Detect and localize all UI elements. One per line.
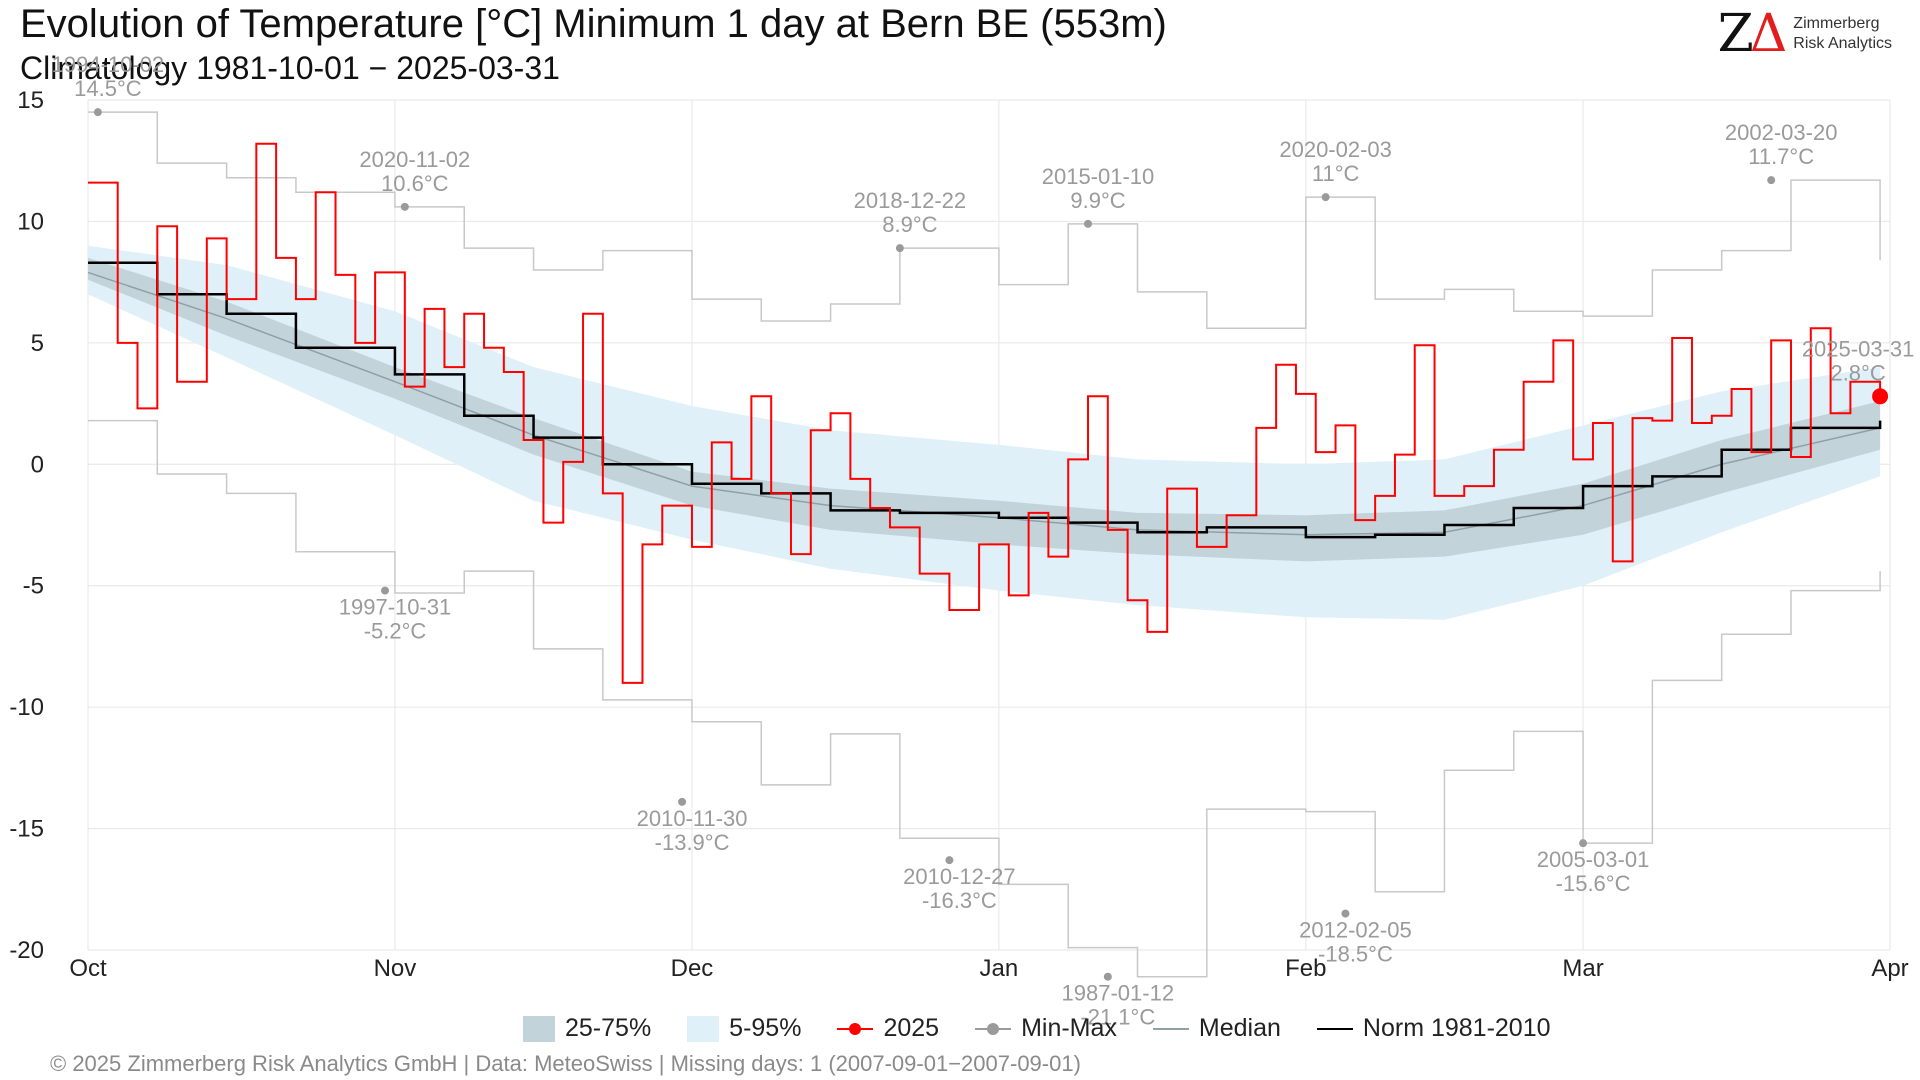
legend-swatch (687, 1015, 720, 1042)
y-tick-label: 15 (17, 87, 44, 114)
legend-item: 25-75% (523, 1014, 651, 1043)
y-tick-label: 10 (17, 208, 44, 235)
legend-label: 5-95% (729, 1014, 802, 1042)
legend-swatch (1152, 1016, 1189, 1042)
extreme-marker (1321, 193, 1330, 202)
extreme-marker (945, 856, 954, 865)
company-logo: ZΔ Zimmerberg Risk Analytics (1718, 8, 1892, 60)
annotation-date: 2025-03-31 (1802, 336, 1915, 361)
logo-line-2: Risk Analytics (1793, 35, 1892, 52)
legend-label: Norm 1981-2010 (1362, 1014, 1551, 1042)
annotation-value: 11°C (1312, 161, 1360, 186)
chart-legend: 25-75% 5-95% 2025 Min-Max Median Norm 1981-20… (523, 1014, 1573, 1043)
legend-label: Median (1198, 1014, 1281, 1042)
y-tick-label: 0 (31, 451, 44, 478)
legend-item: 2025 (837, 1014, 939, 1043)
extreme-marker (895, 244, 904, 253)
annotation-date: 2015-01-10 (1042, 164, 1155, 189)
y-tick-label: -20 (9, 937, 44, 964)
logo-text: Zimmerberg Risk Analytics (1793, 14, 1892, 54)
logo-mark-icon: ZΔ (1717, 4, 1788, 64)
x-tick-label: Feb (1285, 955, 1326, 982)
series-2025-line (88, 142, 1882, 684)
legend-swatch (837, 1016, 874, 1042)
x-tick-label: Jan (980, 955, 1019, 982)
y-tick-label: -15 (9, 816, 44, 843)
annotation-date: 2012-02-05 (1299, 918, 1412, 943)
annotation-value: -15.6°C (1556, 871, 1631, 896)
annotation-date: 1997-10-31 (339, 595, 452, 620)
extreme-marker (1767, 176, 1776, 185)
annotation-date: 1994-10-02 (52, 52, 165, 77)
annotation-value: -21.1°C (1080, 1005, 1155, 1030)
annotation-value: 10.6°C (381, 171, 449, 196)
extreme-marker (1103, 972, 1112, 981)
annotation-value: -13.9°C (655, 830, 730, 855)
extreme-marker (1579, 839, 1588, 848)
annotation-date: 2002-03-20 (1725, 120, 1838, 145)
annotation-value: 11.7°C (1748, 144, 1814, 169)
legend-swatch (975, 1016, 1012, 1042)
annotation-value: 2.8°C (1830, 360, 1885, 385)
current-value-marker (1872, 388, 1889, 405)
x-tick-label: Nov (374, 955, 417, 982)
series-max-line (88, 111, 1881, 330)
legend-label: Min-Max (1021, 1014, 1117, 1042)
y-tick-label: 5 (31, 330, 44, 357)
legend-item: Norm 1981-2010 (1316, 1014, 1551, 1043)
legend-item: Median (1152, 1014, 1281, 1043)
annotation-value: 14.5°C (74, 76, 142, 101)
extreme-marker (678, 797, 687, 806)
extreme-marker (381, 586, 390, 595)
band-5-95 (88, 245, 1881, 620)
x-tick-label: Apr (1871, 955, 1908, 982)
chart-subtitle: Climatology 1981-10-01 − 2025-03-31 (20, 50, 560, 86)
annotation-value: 8.9°C (882, 212, 937, 237)
legend-item: Min-Max (975, 1014, 1117, 1043)
legend-swatch (1316, 1016, 1353, 1042)
band-25-75 (88, 257, 1881, 562)
annotation-date: 2020-11-02 (359, 147, 470, 172)
annotation-date: 2020-02-03 (1279, 137, 1392, 162)
legend-swatch (523, 1015, 555, 1042)
annotation-date: 1987-01-12 (1062, 981, 1175, 1006)
extreme-marker (93, 108, 102, 117)
series-norm-line (88, 261, 1882, 539)
extreme-marker (1084, 219, 1093, 228)
annotation-date: 2010-11-30 (637, 806, 748, 831)
x-tick-label: Oct (69, 955, 107, 982)
y-tick-label: -5 (23, 573, 44, 600)
annotation-value: 9.9°C (1070, 188, 1125, 213)
annotation-value: -16.3°C (922, 888, 997, 913)
y-tick-label: -10 (9, 694, 44, 721)
legend-label: 25-75% (565, 1014, 652, 1042)
logo-line-1: Zimmerberg (1793, 15, 1880, 32)
extreme-marker (1341, 909, 1350, 918)
x-tick-label: Mar (1562, 955, 1603, 982)
x-tick-label: Dec (671, 955, 714, 982)
annotation-date: 2005-03-01 (1537, 847, 1650, 872)
legend-item: 5-95% (687, 1014, 801, 1043)
annotation-date: 2018-12-22 (854, 188, 967, 213)
extreme-marker (400, 202, 409, 211)
annotation-value: -18.5°C (1318, 942, 1393, 967)
footer-credits: © 2025 Zimmerberg Risk Analytics GmbH | … (50, 1051, 1081, 1076)
annotation-date: 2010-12-27 (903, 864, 1016, 889)
legend-label: 2025 (883, 1014, 940, 1042)
annotation-value: -5.2°C (364, 619, 427, 644)
chart-title: Evolution of Temperature [°C] Minimum 1 … (20, 2, 1167, 46)
